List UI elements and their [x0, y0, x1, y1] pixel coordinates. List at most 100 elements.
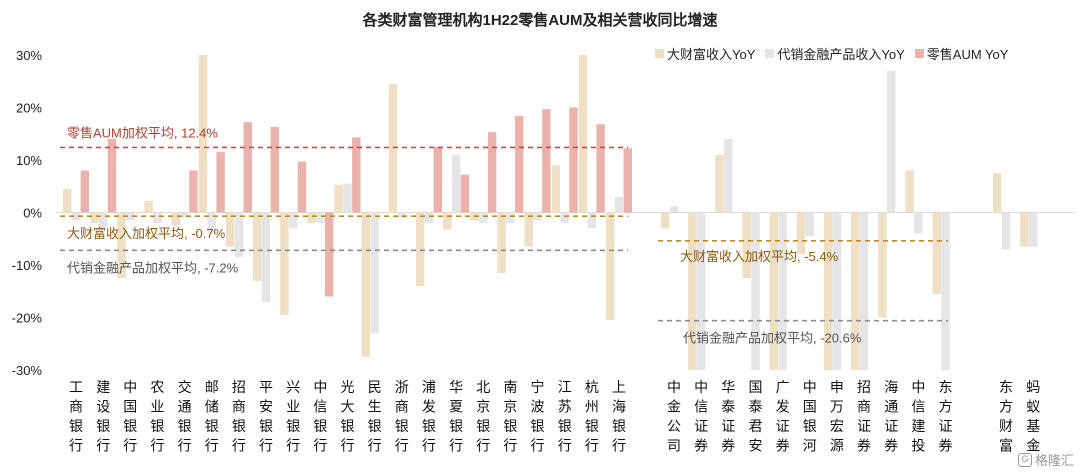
bar-wealth-33 — [1020, 212, 1029, 247]
bar-agency-15 — [479, 212, 488, 223]
bar-retail-8 — [297, 161, 307, 213]
bar-wealth-29 — [878, 212, 887, 318]
category-label-0: 工商银行 — [69, 379, 83, 454]
category-label-12: 浙商银行 — [395, 379, 409, 454]
bar-wealth-0 — [63, 188, 72, 213]
chart-title: 各类财富管理机构1H22零售AUM及相关营收同比增速 — [362, 12, 718, 29]
bar-agency-26 — [805, 212, 814, 237]
bar-wealth-31 — [932, 212, 941, 294]
bar-retail-15 — [487, 132, 497, 213]
category-label-2: 中国银行 — [123, 379, 137, 454]
bar-agency-9 — [316, 212, 325, 223]
reference-label-wealth-3: 大财富收入加权平均, -5.4% — [680, 249, 839, 264]
bar-wealth-19 — [578, 55, 588, 213]
bar-agency-2 — [126, 212, 135, 221]
bar-wealth-12 — [388, 83, 398, 213]
bar-wealth-28 — [851, 212, 860, 370]
category-label-14: 华夏银行 — [449, 379, 463, 454]
bar-agency-4 — [180, 212, 189, 218]
legend-item-wealth: 大财富收入YoY — [655, 44, 755, 63]
bar-retail-13 — [433, 146, 442, 213]
bar-agency-8 — [289, 212, 298, 229]
bar-agency-31 — [941, 212, 950, 370]
bar-retail-6 — [243, 122, 252, 213]
bar-retail-9 — [325, 212, 334, 297]
reference-label-retail-0: 零售AUM加权平均, 12.4% — [67, 125, 218, 140]
category-label-20: 上海银行 — [612, 379, 626, 454]
category-label-13: 浦发银行 — [422, 379, 436, 454]
bar-agency-33 — [1029, 212, 1038, 247]
bar-retail-20 — [623, 148, 632, 213]
bar-agency-19 — [587, 212, 596, 229]
category-label-16: 南京银行 — [503, 379, 517, 454]
legend-label-agency: 代销金融产品收入YoY — [777, 47, 905, 62]
bar-retail-5 — [216, 152, 225, 213]
bar-wealth-20 — [606, 212, 615, 321]
bar-wealth-23 — [715, 154, 724, 213]
legend-item-agency: 代销金融产品收入YoY — [765, 44, 905, 63]
bar-retail-1 — [107, 139, 117, 213]
category-label-5: 邮储银行 — [205, 379, 219, 454]
category-label-8: 兴业银行 — [286, 379, 300, 454]
category-label-22: 中信证券 — [694, 379, 708, 454]
category-label-23: 华泰证券 — [721, 379, 735, 454]
bar-wealth-26 — [796, 212, 806, 255]
category-label-10: 光大银行 — [341, 379, 355, 454]
bar-agency-23 — [724, 139, 733, 213]
bar-agency-24 — [751, 212, 760, 370]
bar-wealth-5 — [198, 55, 208, 213]
bar-wealth-4 — [171, 212, 180, 226]
bar-agency-11 — [370, 212, 379, 334]
bar-agency-20 — [614, 196, 624, 213]
bar-retail-14 — [460, 174, 470, 213]
bar-agency-18 — [560, 212, 569, 223]
bar-wealth-21 — [661, 212, 670, 229]
reference-label-agency-2: 代销金融产品加权平均, -7.2% — [67, 260, 239, 275]
bar-agency-5 — [207, 212, 216, 234]
bar-wealth-27 — [823, 212, 833, 370]
category-label-28: 招商证券 — [857, 379, 871, 454]
bar-agency-1 — [99, 212, 108, 229]
bar-retail-18 — [569, 107, 578, 213]
bar-wealth-3 — [144, 200, 153, 213]
category-label-7: 平安银行 — [259, 379, 273, 454]
category-label-6: 招商银行 — [232, 379, 246, 454]
reference-label-wealth-1: 大财富收入加权平均, -0.7% — [67, 226, 226, 241]
y-tick-label: 0% — [23, 206, 42, 221]
bar-wealth-8 — [280, 212, 289, 315]
bar-agency-32 — [1001, 212, 1011, 250]
category-label-17: 宁波银行 — [531, 379, 545, 454]
category-label-19: 杭州银行 — [585, 379, 599, 454]
legend-label-wealth: 大财富收入YoY — [667, 47, 756, 62]
bar-agency-25 — [778, 212, 787, 370]
legend-item-retail: 零售AUM YoY — [914, 44, 1008, 63]
y-tick-label: 10% — [16, 153, 42, 168]
bar-retail-19 — [596, 124, 605, 213]
category-label-1: 建设银行 — [96, 379, 110, 454]
legend-swatch-agency — [765, 49, 775, 58]
category-label-4: 交通银行 — [178, 379, 192, 454]
category-label-25: 广发证券 — [776, 379, 790, 454]
bar-wealth-16 — [497, 212, 506, 273]
bar-agency-30 — [914, 212, 923, 234]
category-label-26: 中国银河 — [803, 379, 817, 454]
bar-wealth-30 — [905, 170, 914, 213]
category-label-18: 江苏银行 — [558, 379, 572, 454]
bar-agency-10 — [343, 183, 352, 213]
bar-retail-10 — [352, 137, 361, 213]
category-label-3: 农业银行 — [150, 379, 164, 454]
category-label-30: 中信建投 — [911, 379, 925, 454]
legend-swatch-wealth — [655, 49, 664, 58]
y-tick-label: -10% — [12, 258, 43, 273]
category-label-9: 中信银行 — [313, 379, 327, 454]
category-label-33: 蚂蚁基金 — [1026, 379, 1040, 454]
bar-wealth-7 — [253, 212, 262, 281]
bar-agency-12 — [397, 212, 406, 218]
y-tick-label: 20% — [16, 101, 42, 116]
category-label-29: 海通证券 — [884, 379, 898, 454]
bar-agency-0 — [71, 212, 81, 221]
bar-wealth-10 — [334, 184, 343, 213]
bar-wealth-1 — [90, 212, 99, 223]
chart-legend: 大财富收入YoY 代销金融产品收入YoY 零售AUM YoY — [655, 44, 1008, 63]
category-label-11: 民生银行 — [368, 379, 382, 454]
